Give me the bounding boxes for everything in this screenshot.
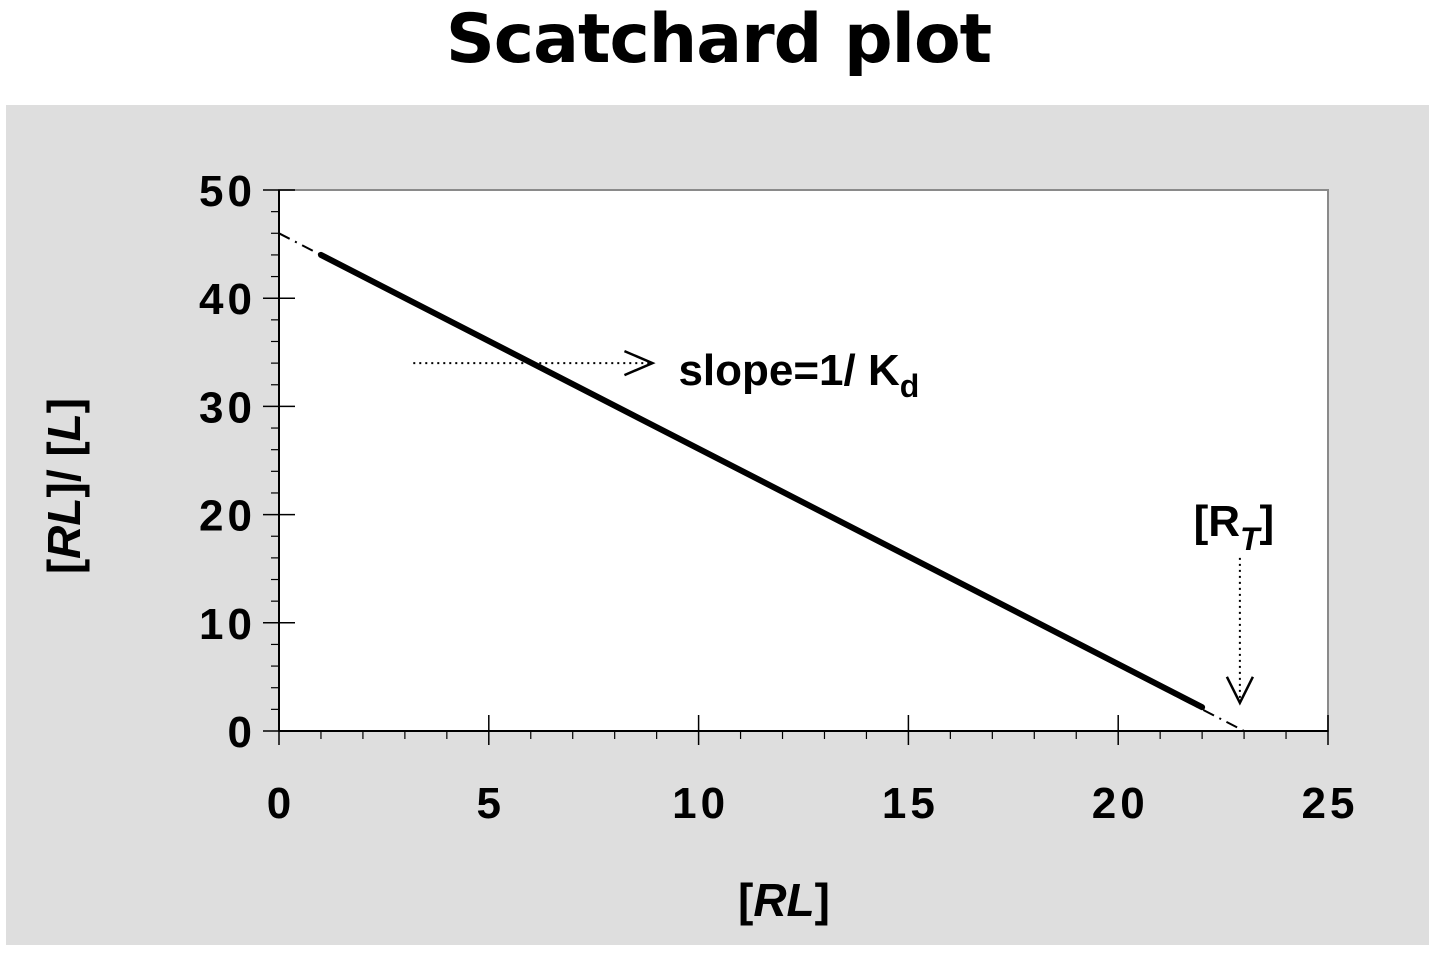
rt-bracket-r: [R (1194, 497, 1240, 546)
axis-label-variable: L (38, 413, 90, 441)
y-tick-label: 20 (199, 492, 256, 541)
y-tick-label: 10 (199, 600, 256, 649)
annotations: slope=1/ Kd [RT] (413, 346, 1275, 706)
x-tick-label: 20 (1092, 779, 1149, 828)
chart-title: Scatchard plot (445, 0, 992, 79)
plot-area (278, 189, 1329, 732)
rt-subscript: T (1240, 521, 1262, 557)
x-tick-label: 25 (1302, 779, 1359, 828)
x-tick-label: 10 (672, 779, 729, 828)
data-series (278, 232, 1245, 732)
axis-label-symbol: [ (738, 874, 753, 926)
y-tick-label: 30 (199, 383, 256, 432)
slope-annotation-label: slope=1/ Kd (678, 346, 919, 404)
y-tick-label: 0 (228, 708, 256, 757)
tick-labels: 0 5 10 15 20 25 0 10 20 30 40 50 (199, 167, 1359, 828)
x-tick-label: 15 (882, 779, 939, 828)
axis-label-variable: RL (753, 874, 814, 926)
annotation-arrow-head (623, 349, 656, 377)
x-tick-label: 5 (477, 779, 505, 828)
y-tick-label: 50 (199, 167, 256, 216)
x-axis-label: [RL] (738, 874, 830, 926)
rt-close-bracket: ] (1260, 497, 1275, 546)
axis-label-symbol: ] (38, 398, 90, 413)
y-tick-label: 40 (199, 275, 256, 324)
rt-annotation-label: [RT] (1194, 497, 1275, 557)
y-axis-label: [RL]/ [L] (38, 398, 90, 574)
slope-subscript: d (900, 368, 920, 404)
axis-label-symbol: [ (38, 559, 90, 574)
axis-label-variable: RL (38, 497, 90, 558)
x-tick-label: 0 (267, 779, 295, 828)
annotation-arrow-head (1225, 676, 1255, 706)
axis-label-symbol: ]/ [ (38, 441, 90, 497)
axis-ticks (263, 189, 1329, 745)
axis-label-symbol: ] (815, 874, 830, 926)
